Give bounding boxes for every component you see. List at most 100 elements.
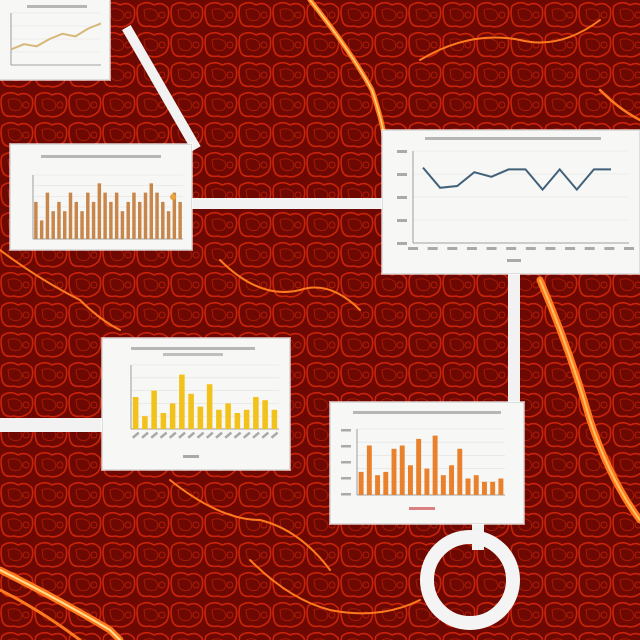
title-smudge bbox=[425, 137, 601, 140]
bar-2 bbox=[45, 192, 50, 239]
x-tick-smudge bbox=[168, 431, 177, 439]
y-tick-smudge bbox=[341, 429, 351, 432]
bar-12 bbox=[103, 192, 107, 239]
bar-2 bbox=[151, 390, 157, 429]
bar-8 bbox=[80, 211, 84, 239]
marker-dot bbox=[170, 194, 176, 200]
chart-card-top-left bbox=[0, 0, 110, 80]
bar-1 bbox=[39, 220, 44, 239]
bar-0 bbox=[358, 471, 364, 495]
x-label-smudge bbox=[409, 507, 435, 510]
x-tick-smudge bbox=[242, 431, 251, 439]
x-tick-smudge bbox=[159, 431, 168, 439]
bar-0 bbox=[34, 201, 38, 239]
bar-3 bbox=[51, 211, 55, 239]
x-tick-smudge bbox=[506, 247, 517, 250]
x-tick-smudge bbox=[252, 431, 260, 439]
bar-10 bbox=[91, 201, 96, 239]
bar-13 bbox=[465, 478, 471, 495]
bar-11 bbox=[234, 413, 241, 429]
bar-8 bbox=[424, 468, 430, 495]
bar-18 bbox=[138, 201, 142, 239]
bar-7 bbox=[416, 438, 422, 495]
connector-left-to-right bbox=[188, 198, 384, 209]
bar-17 bbox=[498, 478, 504, 495]
bar-9 bbox=[216, 409, 222, 429]
bar-24 bbox=[172, 192, 177, 239]
x-label-smudge bbox=[183, 455, 199, 458]
x-tick-smudge bbox=[584, 247, 595, 250]
bar-7 bbox=[74, 201, 78, 239]
y-tick-smudge bbox=[397, 219, 407, 222]
x-tick-smudge bbox=[150, 431, 159, 439]
x-tick-smudge bbox=[466, 247, 477, 250]
bar-23 bbox=[166, 211, 171, 239]
x-tick-smudge bbox=[131, 431, 140, 439]
bar-13 bbox=[109, 201, 113, 239]
bar-5 bbox=[399, 445, 405, 495]
x-tick-smudge bbox=[196, 431, 205, 439]
bar-4 bbox=[391, 448, 397, 495]
bar-16 bbox=[126, 201, 130, 239]
connector-right-down bbox=[508, 270, 520, 405]
subtitle-smudge bbox=[163, 353, 223, 356]
y-tick-smudge bbox=[397, 242, 407, 245]
chart-card-right bbox=[382, 130, 640, 274]
x-tick-smudge bbox=[408, 247, 418, 250]
bar-19 bbox=[143, 192, 148, 239]
y-tick-smudge bbox=[341, 477, 351, 480]
bar-14 bbox=[262, 400, 268, 429]
bar-15 bbox=[271, 409, 278, 429]
chart-middle-bars bbox=[130, 347, 279, 458]
series-line bbox=[10, 22, 102, 51]
bar-14 bbox=[114, 192, 119, 239]
x-tick-smudge bbox=[624, 247, 634, 250]
x-tick-smudge bbox=[270, 431, 279, 439]
x-tick-smudge bbox=[447, 247, 458, 250]
bar-14 bbox=[473, 475, 479, 495]
chart-right-line bbox=[397, 137, 634, 262]
x-tick-smudge bbox=[141, 431, 149, 439]
x-label-smudge bbox=[507, 259, 521, 262]
chart-bottom-bars bbox=[341, 411, 505, 510]
bar-10 bbox=[440, 475, 446, 495]
series-line bbox=[422, 166, 611, 192]
ring-node bbox=[420, 530, 520, 630]
x-tick-smudge bbox=[205, 431, 214, 439]
bar-8 bbox=[206, 384, 213, 429]
bar-4 bbox=[169, 403, 176, 429]
bar-6 bbox=[188, 393, 194, 429]
title-smudge bbox=[27, 5, 87, 8]
bar-12 bbox=[457, 448, 463, 495]
bar-9 bbox=[432, 435, 438, 495]
title-smudge bbox=[131, 347, 255, 350]
bar-10 bbox=[225, 403, 231, 429]
x-tick-smudge bbox=[215, 431, 223, 439]
bar-7 bbox=[197, 406, 204, 429]
bar-11 bbox=[97, 183, 102, 239]
x-tick-smudge bbox=[604, 247, 615, 250]
bar-13 bbox=[253, 397, 259, 429]
bar-9 bbox=[86, 192, 90, 239]
chart-left-bars bbox=[32, 155, 183, 240]
bar-1 bbox=[142, 416, 148, 429]
bar-5 bbox=[179, 374, 185, 429]
y-tick-smudge bbox=[397, 150, 407, 153]
title-smudge bbox=[41, 155, 161, 158]
y-tick-smudge bbox=[341, 493, 351, 496]
bar-20 bbox=[149, 183, 153, 239]
x-tick-smudge bbox=[187, 431, 196, 439]
y-tick-smudge bbox=[397, 196, 407, 199]
bar-12 bbox=[243, 409, 250, 429]
chart-card-middle bbox=[102, 338, 290, 470]
y-tick-smudge bbox=[341, 445, 351, 448]
chart-top-left bbox=[10, 5, 102, 66]
bar-5 bbox=[63, 211, 67, 239]
bar-16 bbox=[490, 481, 496, 495]
title-smudge bbox=[353, 411, 501, 414]
bar-0 bbox=[132, 397, 139, 429]
y-tick-smudge bbox=[341, 461, 351, 464]
bar-15 bbox=[120, 211, 125, 239]
bar-22 bbox=[161, 201, 165, 239]
